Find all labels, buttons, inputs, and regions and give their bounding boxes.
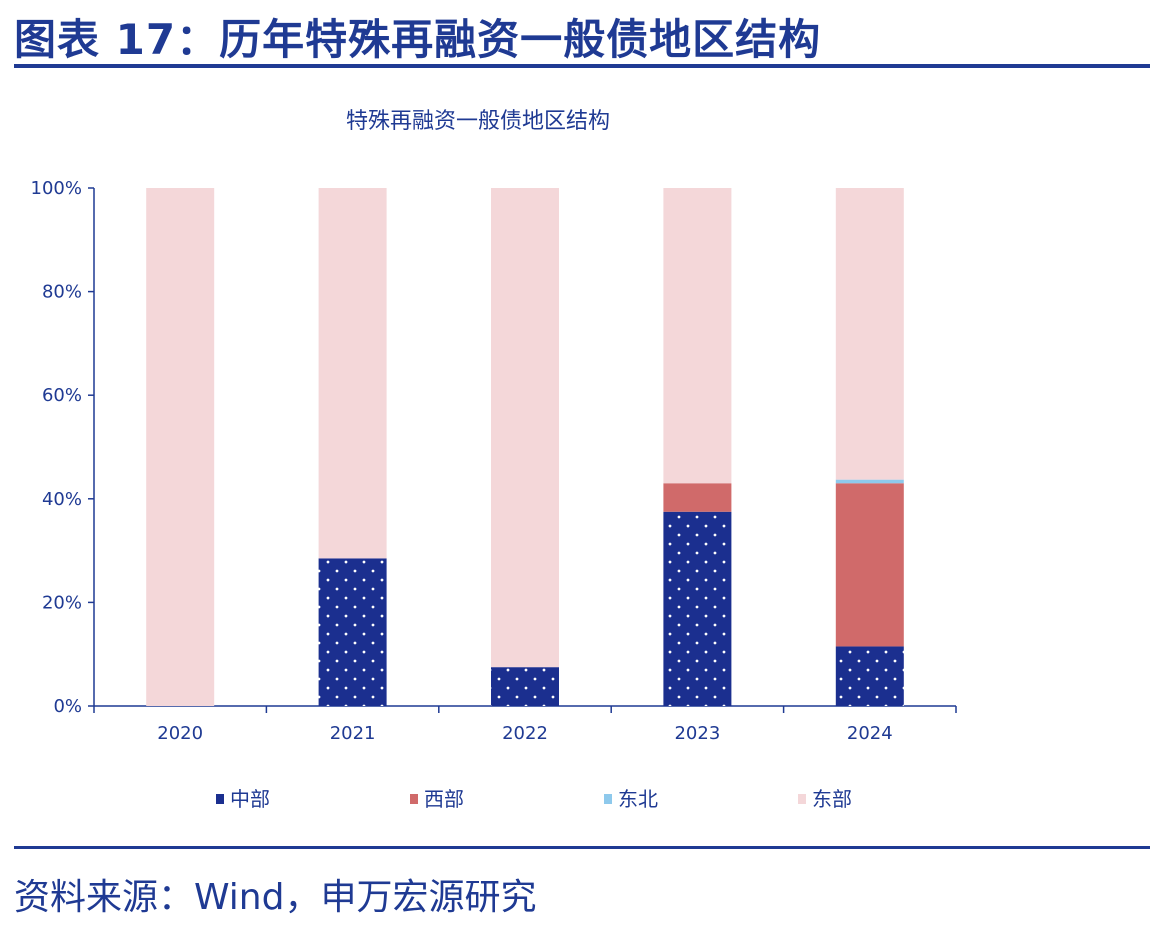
- bar-2024-东部: [835, 188, 904, 480]
- axes: 0% 20% 40% 60% 80% 100% 2020 2021 2022 2023 2024: [31, 178, 957, 744]
- x-tick-label: 2023: [674, 723, 720, 744]
- legend: 中部 西部 东北 东部: [216, 787, 852, 811]
- stacked-bar-chart: 特殊再融资一般债地区结构 0% 20% 40% 60% 80% 100% 2020 2021 2…: [31, 109, 957, 811]
- legend-label-中部: 中部: [230, 787, 270, 811]
- legend-label-东北: 东北: [618, 787, 658, 811]
- legend-label-西部: 西部: [424, 787, 464, 811]
- figure-title: 图表 17：历年特殊再融资一般债地区结构: [14, 15, 822, 64]
- bar-2024-东北: [835, 479, 904, 484]
- chart-title: 特殊再融资一般债地区结构: [346, 109, 610, 134]
- source-rule: [14, 846, 1150, 849]
- bar-2021-东部: [318, 188, 387, 559]
- bar-2022-中部: [491, 667, 559, 706]
- y-tick-label: 40%: [42, 489, 82, 510]
- y-tick-label: 100%: [31, 178, 82, 199]
- legend-swatch-东部: [798, 794, 806, 804]
- x-tick-label: 2024: [847, 723, 893, 744]
- bar-2023-东部: [663, 188, 732, 484]
- legend-label-东部: 东部: [812, 787, 852, 811]
- x-tick-label: 2021: [330, 723, 376, 744]
- legend-swatch-东北: [604, 794, 612, 804]
- x-tick-label: 2020: [157, 723, 203, 744]
- bar-2020-东部: [146, 188, 215, 706]
- bars: [146, 188, 904, 706]
- y-tick-label: 20%: [42, 592, 82, 613]
- bar-2022-东部: [491, 188, 559, 668]
- bar-2024-西部: [835, 483, 904, 647]
- y-tick-label: 60%: [42, 385, 82, 406]
- legend-swatch-西部: [410, 794, 418, 804]
- y-tick-label: 80%: [42, 282, 82, 303]
- title-rule: [14, 64, 1150, 68]
- bar-2024-中部: [835, 646, 904, 706]
- legend-swatch-中部: [216, 794, 224, 804]
- y-tick-label: 0%: [53, 696, 82, 717]
- bar-2023-西部: [663, 483, 732, 512]
- bar-2021-中部: [318, 558, 387, 706]
- x-tick-label: 2022: [502, 723, 548, 744]
- bar-2023-中部: [663, 511, 732, 706]
- source-note: 资料来源：Wind，申万宏源研究: [14, 877, 537, 918]
